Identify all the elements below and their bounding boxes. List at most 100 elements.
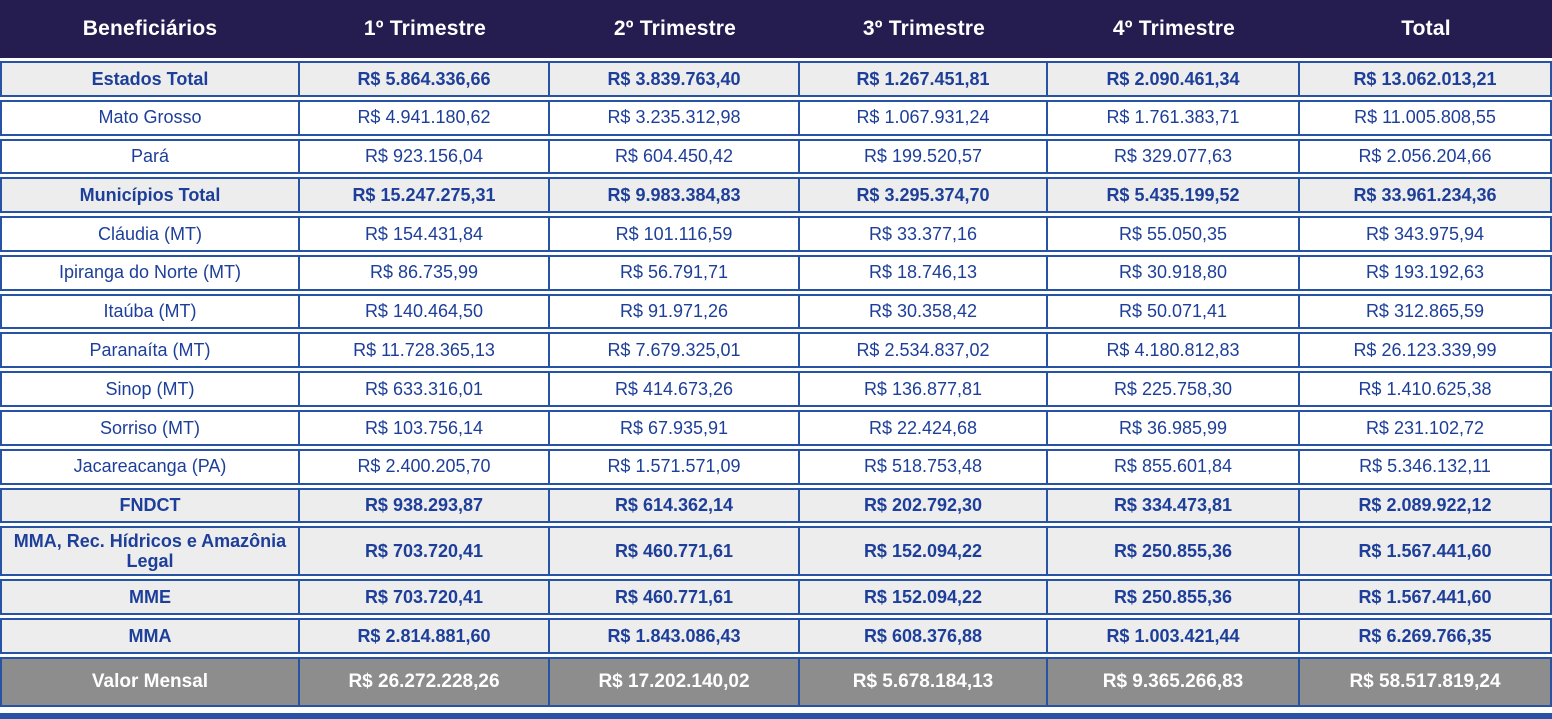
value-cell: R$ 22.424,68 (800, 410, 1048, 446)
value-cell: R$ 923.156,04 (300, 138, 550, 175)
value-cell: R$ 1.567.441,60 (1300, 526, 1552, 577)
column-header-total: Total (1300, 0, 1552, 58)
value-cell: R$ 608.376,88 (800, 618, 1048, 654)
value-cell: R$ 225.758,30 (1048, 371, 1300, 408)
table-row: MMA, Rec. Hídricos e Amazônia Legal R$ 70… (0, 526, 1552, 577)
value-cell: R$ 414.673,26 (550, 371, 800, 408)
value-cell: R$ 1.067.931,24 (800, 99, 1048, 136)
value-cell: R$ 58.517.819,24 (1300, 657, 1552, 707)
value-cell: R$ 3.235.312,98 (550, 99, 800, 136)
beneficiary-label-cell: Pará (0, 138, 300, 175)
table-body: Estados Total R$ 5.864.336,66 R$ 3.839.763… (0, 61, 1552, 707)
value-cell: R$ 13.062.013,21 (1300, 61, 1552, 97)
value-cell: R$ 154.431,84 (300, 216, 550, 252)
value-cell: R$ 36.985,99 (1048, 410, 1300, 446)
value-cell: R$ 5.864.336,66 (300, 61, 550, 97)
table-row: Sorriso (MT) R$ 103.756,14 R$ 67.935,91 R$ … (0, 410, 1552, 446)
column-header-q2: 2º Trimestre (550, 0, 800, 58)
value-cell: R$ 460.771,61 (550, 579, 800, 616)
table-row: Jacareacanga (PA) R$ 2.400.205,70 R$ 1.571… (0, 448, 1552, 485)
beneficiary-label-cell: Valor Mensal (0, 657, 300, 707)
value-cell: R$ 1.003.421,44 (1048, 618, 1300, 654)
value-cell: R$ 202.792,30 (800, 487, 1048, 524)
value-cell: R$ 18.746,13 (800, 254, 1048, 291)
value-cell: R$ 1.843.086,43 (550, 618, 800, 654)
value-cell: R$ 938.293,87 (300, 487, 550, 524)
beneficiary-label-cell: Ipiranga do Norte (MT) (0, 254, 300, 291)
table-row: Municípios Total R$ 15.247.275,31 R$ 9.983… (0, 177, 1552, 214)
value-cell: R$ 604.450,42 (550, 138, 800, 175)
table-row: FNDCT R$ 938.293,87 R$ 614.362,14 R$ 202.79… (0, 487, 1552, 524)
value-cell: R$ 2.089.922,12 (1300, 487, 1552, 524)
beneficiary-label-cell: Sinop (MT) (0, 371, 300, 408)
table-row: Cláudia (MT) R$ 154.431,84 R$ 101.116,59 R$… (0, 216, 1552, 252)
value-cell: R$ 3.295.374,70 (800, 177, 1048, 214)
value-cell: R$ 67.935,91 (550, 410, 800, 446)
table-row: Pará R$ 923.156,04 R$ 604.450,42 R$ 199.520… (0, 138, 1552, 175)
value-cell: R$ 2.400.205,70 (300, 448, 550, 485)
value-cell: R$ 4.180.812,83 (1048, 332, 1300, 369)
beneficiary-label-cell: FNDCT (0, 487, 300, 524)
value-cell: R$ 152.094,22 (800, 579, 1048, 616)
table-row: Valor Mensal R$ 26.272.228,26 R$ 17.202.14… (0, 657, 1552, 707)
value-cell: R$ 231.102,72 (1300, 410, 1552, 446)
value-cell: R$ 11.005.808,55 (1300, 99, 1552, 136)
value-cell: R$ 855.601,84 (1048, 448, 1300, 485)
value-cell: R$ 1.267.451,81 (800, 61, 1048, 97)
value-cell: R$ 33.377,16 (800, 216, 1048, 252)
table-row: Estados Total R$ 5.864.336,66 R$ 3.839.763… (0, 61, 1552, 97)
column-header-q4: 4º Trimestre (1048, 0, 1300, 58)
value-cell: R$ 9.365.266,83 (1048, 657, 1300, 707)
table-row: Sinop (MT) R$ 633.316,01 R$ 414.673,26 R$ 1… (0, 371, 1552, 408)
table-row: Itaúba (MT) R$ 140.464,50 R$ 91.971,26 R$ 3… (0, 293, 1552, 330)
value-cell: R$ 1.571.571,09 (550, 448, 800, 485)
value-cell: R$ 6.269.766,35 (1300, 618, 1552, 654)
value-cell: R$ 1.567.441,60 (1300, 579, 1552, 616)
beneficiary-label-cell: MMA, Rec. Hídricos e Amazônia Legal (0, 526, 300, 577)
value-cell: R$ 30.358,42 (800, 293, 1048, 330)
table-row: MMA R$ 2.814.881,60 R$ 1.843.086,43 R$ 608.… (0, 618, 1552, 654)
table-row: Mato Grosso R$ 4.941.180,62 R$ 3.235.312,9… (0, 99, 1552, 136)
value-cell: R$ 250.855,36 (1048, 579, 1300, 616)
value-cell: R$ 26.123.339,99 (1300, 332, 1552, 369)
value-cell: R$ 17.202.140,02 (550, 657, 800, 707)
header-row: Beneficiários 1º Trimestre 2º Trimestre … (0, 0, 1552, 58)
value-cell: R$ 703.720,41 (300, 526, 550, 577)
value-cell: R$ 136.877,81 (800, 371, 1048, 408)
value-cell: R$ 2.090.461,34 (1048, 61, 1300, 97)
value-cell: R$ 633.316,01 (300, 371, 550, 408)
value-cell: R$ 334.473,81 (1048, 487, 1300, 524)
beneficiary-label-cell: Estados Total (0, 61, 300, 97)
beneficiary-label-cell: Paranaíta (MT) (0, 332, 300, 369)
value-cell: R$ 518.753,48 (800, 448, 1048, 485)
beneficiary-label-cell: Jacareacanga (PA) (0, 448, 300, 485)
value-cell: R$ 460.771,61 (550, 526, 800, 577)
table-row: Paranaíta (MT) R$ 11.728.365,13 R$ 7.679.3… (0, 332, 1552, 369)
value-cell: R$ 3.839.763,40 (550, 61, 800, 97)
value-cell: R$ 1.410.625,38 (1300, 371, 1552, 408)
beneficiary-label-cell: MMA (0, 618, 300, 654)
value-cell: R$ 101.116,59 (550, 216, 800, 252)
value-cell: R$ 26.272.228,26 (300, 657, 550, 707)
table-header: Beneficiários 1º Trimestre 2º Trimestre … (0, 0, 1552, 58)
table-row: Ipiranga do Norte (MT) R$ 86.735,99 R$ 56.… (0, 254, 1552, 291)
value-cell: R$ 343.975,94 (1300, 216, 1552, 252)
value-cell: R$ 329.077,63 (1048, 138, 1300, 175)
value-cell: R$ 152.094,22 (800, 526, 1048, 577)
value-cell: R$ 9.983.384,83 (550, 177, 800, 214)
value-cell: R$ 11.728.365,13 (300, 332, 550, 369)
column-header-beneficiarios: Beneficiários (0, 0, 300, 58)
beneficiary-label-cell: Mato Grosso (0, 99, 300, 136)
value-cell: R$ 2.814.881,60 (300, 618, 550, 654)
value-cell: R$ 140.464,50 (300, 293, 550, 330)
value-cell: R$ 2.534.837,02 (800, 332, 1048, 369)
value-cell: R$ 312.865,59 (1300, 293, 1552, 330)
beneficiary-label-cell: MME (0, 579, 300, 616)
value-cell: R$ 614.362,14 (550, 487, 800, 524)
value-cell: R$ 30.918,80 (1048, 254, 1300, 291)
value-cell: R$ 33.961.234,36 (1300, 177, 1552, 214)
value-cell: R$ 2.056.204,66 (1300, 138, 1552, 175)
value-cell: R$ 1.761.383,71 (1048, 99, 1300, 136)
value-cell: R$ 5.435.199,52 (1048, 177, 1300, 214)
